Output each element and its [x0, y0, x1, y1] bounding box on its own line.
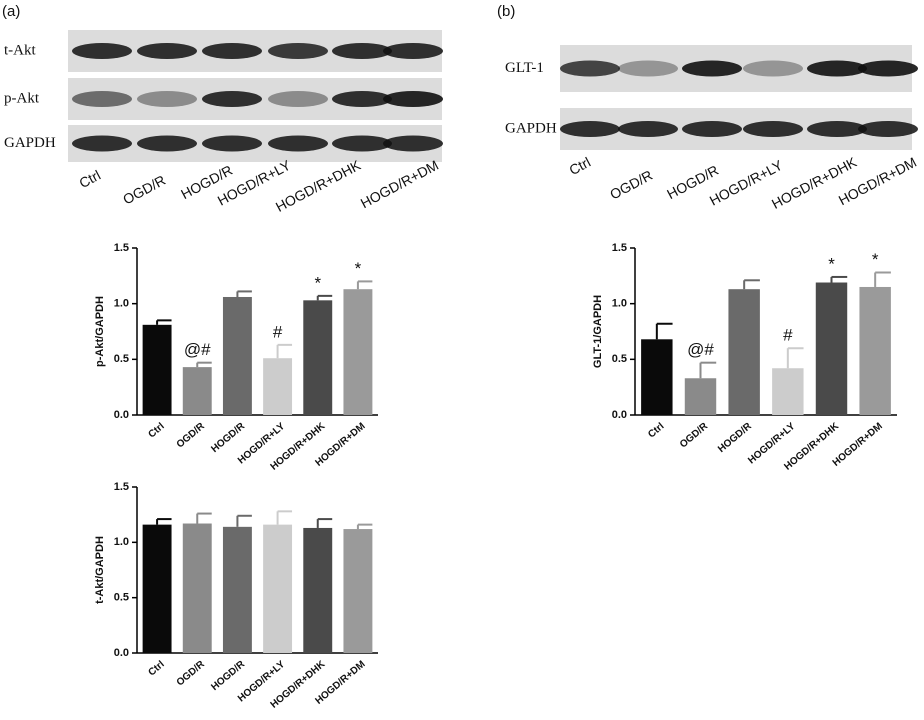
x-tick-label: HOGD/R: [209, 658, 247, 693]
y-tick-label: 0.0: [114, 409, 129, 421]
blot-band: [383, 43, 443, 59]
y-tick-label: 0.5: [114, 592, 129, 604]
blot-band: [202, 135, 262, 152]
blot-band: [72, 91, 132, 107]
annotation: #: [273, 322, 283, 341]
panel-label: (a): [2, 3, 20, 20]
bar: [684, 378, 717, 415]
blot-band: [72, 135, 132, 152]
blot-band: [332, 91, 392, 107]
y-tick-label: 1.5: [114, 481, 129, 493]
bar: [263, 524, 293, 653]
bar: [222, 526, 252, 653]
y-tick-label: 1.0: [114, 536, 129, 548]
annotation: @#: [687, 340, 714, 359]
y-tick-label: 0.5: [612, 353, 627, 365]
blot-band: [202, 91, 262, 107]
bar: [142, 324, 172, 415]
bar: [859, 286, 891, 415]
lane-label: OGD/R: [607, 167, 655, 203]
y-tick-label: 0.0: [114, 647, 129, 659]
blot-row-label: GAPDH: [505, 120, 557, 136]
annotation: *: [872, 250, 879, 269]
lane-label: Ctrl: [76, 167, 103, 191]
x-tick-label: OGD/R: [678, 420, 711, 450]
x-tick-label: HOGD/R: [209, 420, 247, 455]
x-tick-label: Ctrl: [146, 659, 166, 679]
y-axis-label: GLT-1/GAPDH: [592, 295, 604, 368]
x-tick-label: OGD/R: [175, 420, 208, 450]
x-tick-label: HOGD/R: [716, 420, 754, 455]
blot-band: [383, 135, 443, 152]
annotation: #: [783, 326, 793, 345]
blot-band: [743, 60, 803, 77]
blot-band: [268, 43, 328, 59]
blot-band: [332, 43, 392, 59]
bar: [303, 300, 333, 415]
x-tick-label: Ctrl: [646, 421, 666, 441]
bar: [343, 529, 373, 653]
blot-band: [268, 135, 328, 152]
blot-band: [560, 121, 620, 137]
y-tick-label: 0.5: [114, 353, 129, 365]
y-tick-label: 1.0: [612, 298, 627, 310]
blot-band: [560, 60, 620, 77]
bar: [303, 527, 333, 653]
blot-band: [137, 135, 197, 152]
x-tick-label: Ctrl: [146, 421, 166, 441]
blot-band: [807, 60, 867, 77]
y-tick-label: 0.0: [612, 409, 627, 421]
bar: [343, 289, 373, 415]
bar: [182, 367, 212, 415]
blot-band: [72, 43, 132, 59]
blot-band: [858, 60, 918, 77]
lane-label: OGD/R: [120, 172, 168, 208]
blot-band: [682, 60, 742, 77]
blot-band: [743, 121, 803, 137]
bar: [728, 289, 760, 415]
blot-band: [268, 91, 328, 107]
y-axis-label: t-Akt/GAPDH: [94, 536, 106, 604]
bar: [772, 368, 804, 415]
blot-row-label: GAPDH: [4, 135, 56, 151]
panel-label: (b): [497, 3, 515, 20]
x-tick-label: OGD/R: [175, 658, 208, 688]
y-tick-label: 1.5: [612, 242, 627, 254]
blot-row-label: t-Akt: [4, 42, 36, 58]
blot-band: [383, 91, 443, 107]
blot-band: [202, 43, 262, 59]
blot-row-label: p-Akt: [4, 90, 40, 106]
blot-band: [682, 121, 742, 137]
blot-band: [858, 121, 918, 137]
bar: [641, 339, 673, 415]
blot-band: [332, 135, 392, 152]
blot-band: [807, 121, 867, 137]
bar: [142, 524, 172, 653]
bar: [815, 282, 848, 415]
blot-band: [137, 43, 197, 59]
bar: [222, 296, 252, 415]
lane-label: Ctrl: [566, 154, 593, 178]
blot-band: [137, 91, 197, 107]
annotation: *: [355, 259, 362, 278]
blot-row-label: GLT-1: [505, 60, 544, 76]
bar: [263, 358, 293, 415]
y-tick-label: 1.0: [114, 298, 129, 310]
blot-band: [618, 60, 678, 77]
lane-label: HOGD/R+DM: [358, 157, 441, 211]
y-axis-label: p-Akt/GAPDH: [94, 296, 106, 367]
annotation: *: [828, 254, 835, 273]
bar: [182, 523, 212, 653]
y-tick-label: 1.5: [114, 242, 129, 254]
blot-band: [618, 121, 678, 137]
annotation: *: [314, 273, 321, 292]
annotation: @#: [184, 340, 211, 359]
